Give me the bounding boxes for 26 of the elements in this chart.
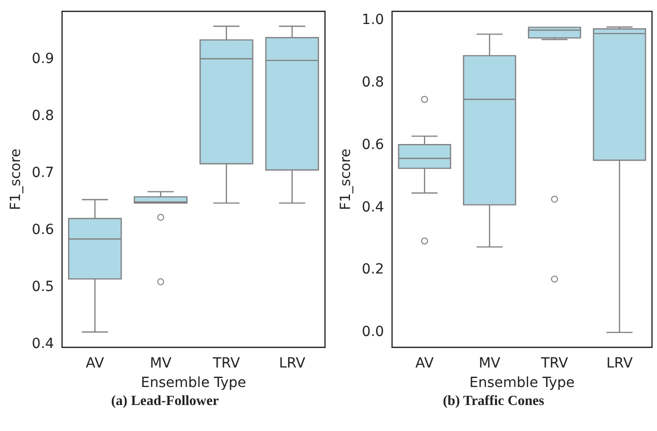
x-tick-label: MV	[478, 355, 501, 372]
x-tick-label: TRV	[212, 355, 240, 372]
y-tick-label: 0.9	[32, 50, 54, 67]
x-tick-label: AV	[415, 355, 434, 372]
text: (b) Traffic Cones	[442, 394, 546, 410]
y-tick-label: 1.0	[362, 12, 384, 28]
y-tick-label: 0.7	[32, 165, 54, 182]
y-tick-label: 0.6	[362, 136, 384, 153]
x-axis-title: Ensemble Type	[140, 375, 246, 392]
y-tick-label: 0.4	[362, 199, 384, 216]
text: (a) Lead-Follower	[110, 394, 220, 410]
x-tick-label: MV	[150, 355, 172, 372]
x-tick-label: LRV	[606, 355, 634, 372]
y-tick-label: 0.0	[362, 324, 384, 340]
y-tick-label: 0.5	[32, 279, 54, 296]
x-axis-title: Ensemble Type	[469, 375, 575, 392]
x-tick-label: TRV	[540, 355, 568, 372]
y-tick-label: 0.4	[32, 336, 54, 352]
x-tick-label: LRV	[278, 355, 306, 372]
y-tick-label: 0.8	[32, 108, 54, 124]
y-tick-label: 0.6	[32, 222, 54, 238]
y-axis-title: F1_score	[8, 148, 24, 210]
y-axis-title: F1_score	[338, 148, 354, 210]
y-tick-label: 0.8	[362, 74, 384, 90]
y-tick-label: 0.2	[362, 262, 384, 278]
x-tick-label: AV	[86, 355, 104, 372]
